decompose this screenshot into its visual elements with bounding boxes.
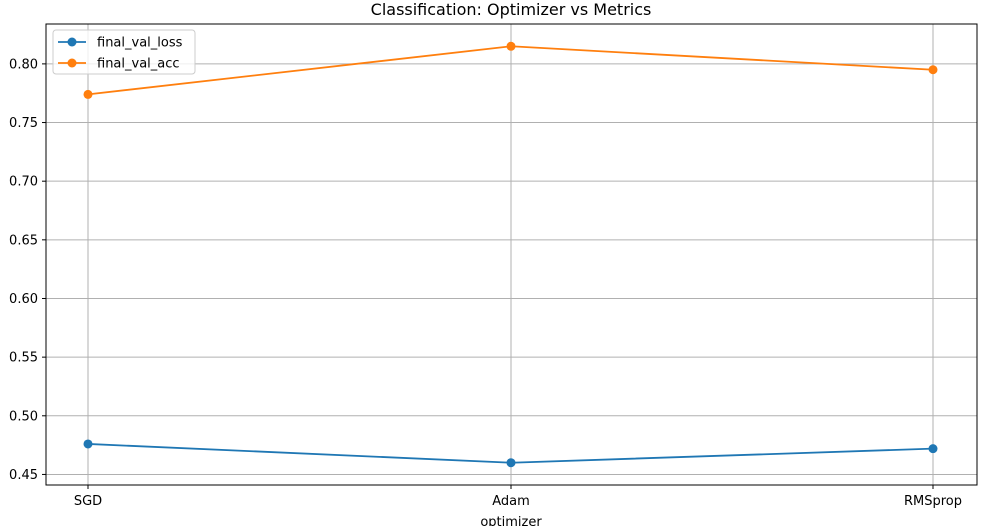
chart-title: Classification: Optimizer vs Metrics [371, 0, 652, 19]
x-axis-label: optimizer [480, 515, 542, 526]
legend-label: final_val_acc [97, 57, 180, 72]
x-tick-label: SGD [74, 494, 102, 509]
legend-box [52, 29, 196, 75]
y-tick-label: 0.80 [9, 57, 38, 72]
grid-lines [46, 24, 977, 485]
legend-label: final_val_loss [97, 36, 183, 51]
y-tick-label: 0.55 [9, 351, 38, 366]
y-tick-label: 0.75 [9, 116, 38, 131]
legend: final_val_loss final_val_acc [52, 29, 196, 75]
y-tick-label: 0.70 [9, 175, 38, 190]
legend-marker [67, 58, 77, 68]
series-layer [83, 41, 938, 468]
x-tick-label: RMSprop [904, 494, 962, 509]
y-tick-label: 0.50 [9, 409, 38, 424]
tick-labels: SGD Adam RMSprop 0.45 0.50 0.55 0.60 0.65 0.70 0.… [9, 57, 962, 509]
data-point-final_val_acc [928, 65, 938, 75]
y-tick-label: 0.65 [9, 233, 38, 248]
data-point-final_val_loss [83, 439, 93, 449]
legend-marker [67, 37, 77, 47]
y-tick-label: 0.60 [9, 292, 38, 307]
data-point-final_val_loss [506, 458, 516, 468]
data-point-final_val_acc [506, 41, 516, 51]
x-tick-label: Adam [492, 494, 530, 509]
y-tick-label: 0.45 [9, 468, 38, 483]
data-point-final_val_acc [83, 89, 93, 99]
data-point-final_val_loss [928, 444, 938, 454]
